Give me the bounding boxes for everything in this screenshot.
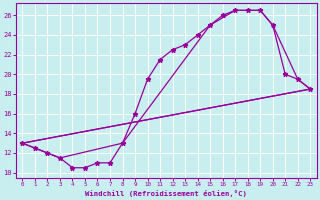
X-axis label: Windchill (Refroidissement éolien,°C): Windchill (Refroidissement éolien,°C)	[85, 190, 247, 197]
